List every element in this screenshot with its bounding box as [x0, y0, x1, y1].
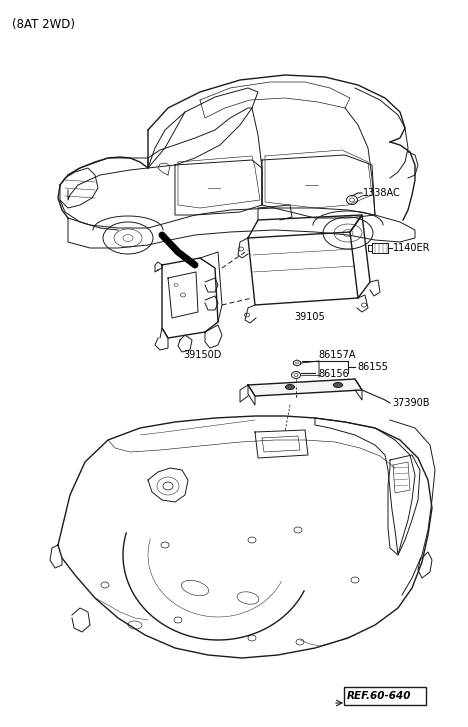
Text: (8AT 2WD): (8AT 2WD) — [12, 18, 75, 31]
Text: REF.60-640: REF.60-640 — [347, 691, 411, 701]
Text: 39150D: 39150D — [183, 350, 221, 360]
Text: 39105: 39105 — [295, 312, 325, 322]
Polygon shape — [248, 379, 362, 396]
Text: 86156: 86156 — [318, 369, 349, 379]
Text: 37390B: 37390B — [392, 398, 430, 408]
Text: 86155: 86155 — [357, 362, 388, 372]
Text: 1140ER: 1140ER — [393, 243, 431, 253]
Text: 86157A: 86157A — [318, 350, 356, 360]
Text: 1338AC: 1338AC — [363, 188, 401, 198]
Ellipse shape — [334, 382, 343, 387]
Ellipse shape — [285, 385, 294, 390]
